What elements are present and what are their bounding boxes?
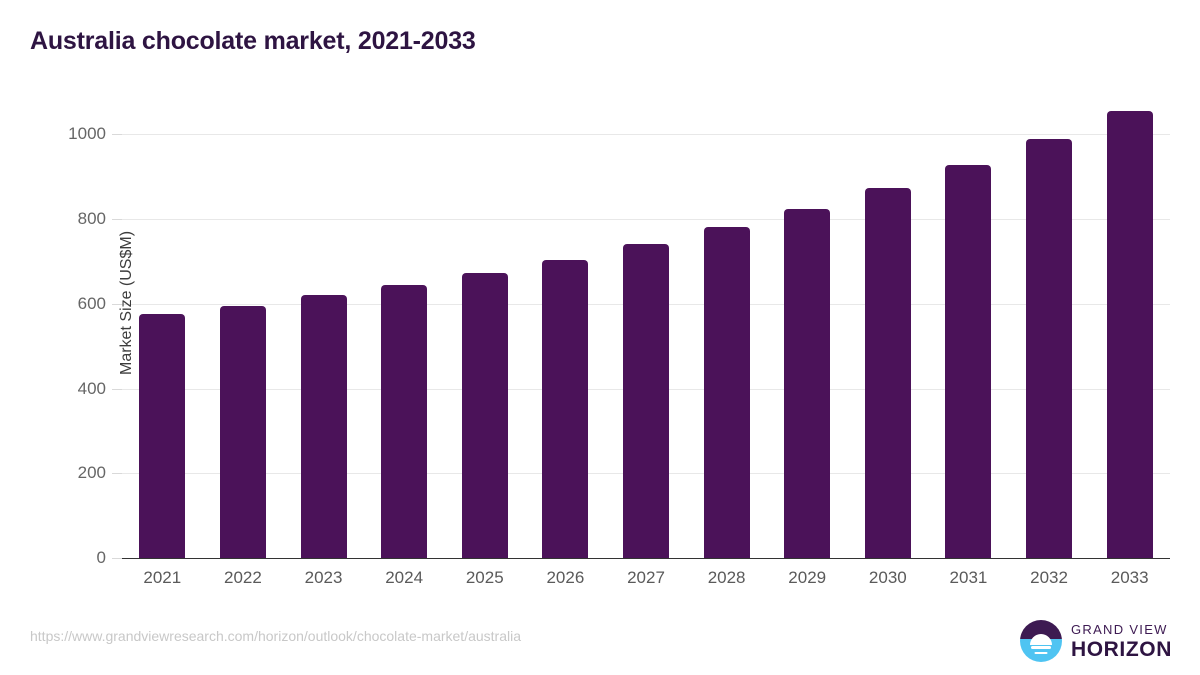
y-tick-mark-400 — [112, 388, 122, 390]
bar-2031[interactable] — [945, 164, 992, 558]
y-tick-mark-600 — [112, 303, 122, 305]
x-tick-label-2025: 2025 — [465, 568, 504, 587]
y-tick-mark-0 — [112, 558, 122, 559]
x-tick-label-2033: 2033 — [1110, 568, 1149, 587]
bar-2021[interactable] — [139, 314, 186, 558]
y-tick-label-600: 600 — [77, 293, 106, 313]
logo-dome-shape — [1029, 634, 1052, 646]
page-title: Australia chocolate market, 2021-2033 — [30, 27, 476, 55]
bar-2025[interactable] — [461, 272, 508, 558]
x-tick-label-2024: 2024 — [385, 568, 424, 587]
logo-line-upper — [1030, 646, 1051, 649]
bar-2026[interactable] — [542, 260, 589, 558]
y-tick-label-800: 800 — [77, 209, 106, 228]
x-tick-label-2032: 2032 — [1030, 568, 1068, 587]
source-url-link[interactable]: https://www.grandviewresearch.com/horizo… — [30, 628, 522, 644]
y-tick-label-200: 200 — [77, 463, 106, 483]
y-tick-label-1000: 1000 — [68, 124, 106, 144]
bar-2023[interactable] — [300, 295, 347, 558]
x-tick-label-2031: 2031 — [949, 568, 988, 587]
x-tick-label-2029: 2029 — [788, 568, 827, 587]
logo-line-lower — [1034, 651, 1048, 655]
y-tick-mark-800 — [112, 219, 122, 220]
x-tick-label-2030: 2030 — [868, 568, 907, 587]
gridline-1000 — [122, 134, 1170, 136]
logo-text-horizon: HORIZON — [1070, 637, 1172, 661]
bar-series — [122, 100, 1170, 558]
bar-2027[interactable] — [623, 244, 669, 558]
x-tick-label-2022: 2022 — [224, 568, 262, 587]
x-tick-label-2027: 2027 — [627, 568, 665, 587]
logo-wordmark: GRAND VIEW HORIZON — [1071, 623, 1172, 660]
x-tick-label-2021: 2021 — [143, 568, 182, 587]
horizon-circle-icon — [1019, 620, 1062, 662]
y-axis-title: Market Size (US$M) — [118, 230, 135, 375]
y-tick-mark-1000 — [112, 134, 122, 136]
gridline-0 — [122, 558, 1170, 559]
bar-2024[interactable] — [381, 284, 428, 558]
bar-2028[interactable] — [703, 227, 750, 558]
x-tick-label-2026: 2026 — [546, 568, 585, 587]
x-tick-label-2028: 2028 — [707, 568, 746, 587]
bar-2022[interactable] — [219, 305, 266, 558]
logo-text-grand-view: GRAND VIEW — [1070, 621, 1168, 637]
bar-2029[interactable] — [784, 208, 831, 558]
brand-logo[interactable]: GRAND VIEW HORIZON — [1019, 620, 1172, 662]
x-tick-label-2023: 2023 — [304, 568, 343, 587]
bar-2033[interactable] — [1106, 110, 1153, 558]
bar-2032[interactable] — [1026, 139, 1073, 558]
y-tick-label-400: 400 — [77, 378, 106, 398]
bar-2030[interactable] — [864, 188, 911, 558]
y-tick-mark-200 — [112, 473, 122, 475]
gridline-800 — [122, 219, 1170, 220]
plot-area: Market Size (US$M) 0 200 400 600 800 1000 202… — [68, 100, 1170, 587]
y-tick-label-0: 0 — [96, 548, 106, 567]
